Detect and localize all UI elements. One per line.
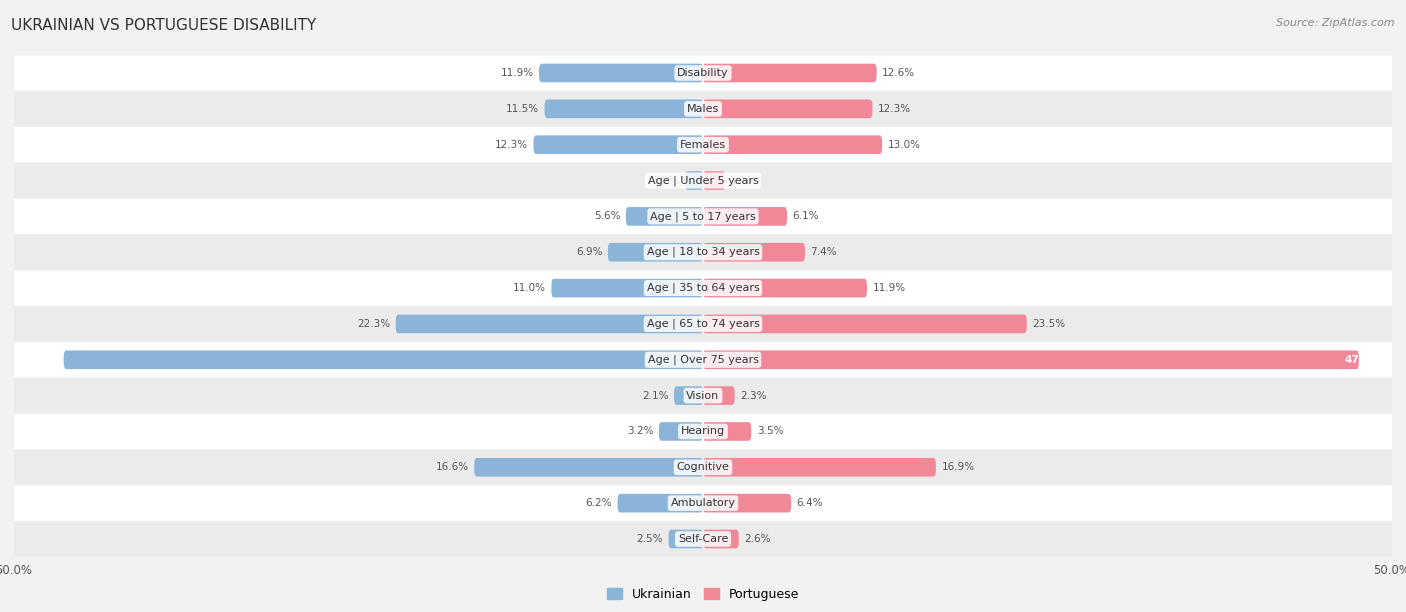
FancyBboxPatch shape xyxy=(703,278,868,297)
FancyBboxPatch shape xyxy=(669,529,703,548)
Text: Age | 65 to 74 years: Age | 65 to 74 years xyxy=(647,319,759,329)
FancyBboxPatch shape xyxy=(14,127,1392,162)
FancyBboxPatch shape xyxy=(703,135,882,154)
FancyBboxPatch shape xyxy=(14,342,1392,378)
Text: Females: Females xyxy=(681,140,725,150)
FancyBboxPatch shape xyxy=(395,315,703,334)
FancyBboxPatch shape xyxy=(626,207,703,226)
FancyBboxPatch shape xyxy=(544,100,703,118)
Text: 2.6%: 2.6% xyxy=(744,534,770,544)
FancyBboxPatch shape xyxy=(607,243,703,261)
Text: Age | 18 to 34 years: Age | 18 to 34 years xyxy=(647,247,759,258)
FancyBboxPatch shape xyxy=(14,307,1392,341)
Text: 11.9%: 11.9% xyxy=(873,283,905,293)
Text: Age | 5 to 17 years: Age | 5 to 17 years xyxy=(650,211,756,222)
Text: Males: Males xyxy=(688,104,718,114)
FancyBboxPatch shape xyxy=(617,494,703,512)
Text: 22.3%: 22.3% xyxy=(357,319,391,329)
Text: Disability: Disability xyxy=(678,68,728,78)
Text: 12.3%: 12.3% xyxy=(877,104,911,114)
Text: 2.1%: 2.1% xyxy=(643,390,669,401)
Text: 11.0%: 11.0% xyxy=(513,283,546,293)
Text: 47.6%: 47.6% xyxy=(1344,355,1381,365)
FancyBboxPatch shape xyxy=(14,271,1392,305)
FancyBboxPatch shape xyxy=(703,207,787,226)
FancyBboxPatch shape xyxy=(703,64,876,83)
FancyBboxPatch shape xyxy=(14,485,1392,521)
FancyBboxPatch shape xyxy=(538,64,703,83)
FancyBboxPatch shape xyxy=(474,458,703,477)
Text: 12.6%: 12.6% xyxy=(882,68,915,78)
FancyBboxPatch shape xyxy=(659,422,703,441)
FancyBboxPatch shape xyxy=(703,458,936,477)
Legend: Ukrainian, Portuguese: Ukrainian, Portuguese xyxy=(602,583,804,606)
Text: 5.6%: 5.6% xyxy=(593,211,620,222)
Text: Hearing: Hearing xyxy=(681,427,725,436)
Text: 2.3%: 2.3% xyxy=(740,390,766,401)
Text: 11.5%: 11.5% xyxy=(506,104,538,114)
Text: 2.5%: 2.5% xyxy=(637,534,664,544)
Text: 6.1%: 6.1% xyxy=(793,211,820,222)
FancyBboxPatch shape xyxy=(14,199,1392,234)
FancyBboxPatch shape xyxy=(703,529,738,548)
FancyBboxPatch shape xyxy=(533,135,703,154)
FancyBboxPatch shape xyxy=(685,171,703,190)
FancyBboxPatch shape xyxy=(703,422,751,441)
FancyBboxPatch shape xyxy=(63,351,703,369)
FancyBboxPatch shape xyxy=(14,56,1392,91)
Text: 12.3%: 12.3% xyxy=(495,140,529,150)
Text: 1.6%: 1.6% xyxy=(731,176,756,185)
FancyBboxPatch shape xyxy=(703,315,1026,334)
FancyBboxPatch shape xyxy=(703,494,792,512)
FancyBboxPatch shape xyxy=(703,100,873,118)
FancyBboxPatch shape xyxy=(14,234,1392,270)
Text: 11.9%: 11.9% xyxy=(501,68,533,78)
Text: Age | 35 to 64 years: Age | 35 to 64 years xyxy=(647,283,759,293)
FancyBboxPatch shape xyxy=(14,414,1392,449)
Text: Age | Under 5 years: Age | Under 5 years xyxy=(648,175,758,186)
Text: UKRAINIAN VS PORTUGUESE DISABILITY: UKRAINIAN VS PORTUGUESE DISABILITY xyxy=(11,18,316,34)
Text: Cognitive: Cognitive xyxy=(676,462,730,472)
Text: 16.6%: 16.6% xyxy=(436,462,468,472)
Text: Ambulatory: Ambulatory xyxy=(671,498,735,508)
Text: Source: ZipAtlas.com: Source: ZipAtlas.com xyxy=(1277,18,1395,28)
Text: 6.9%: 6.9% xyxy=(576,247,602,257)
FancyBboxPatch shape xyxy=(14,521,1392,556)
Text: 6.4%: 6.4% xyxy=(797,498,823,508)
Text: Vision: Vision xyxy=(686,390,720,401)
Text: 13.0%: 13.0% xyxy=(887,140,921,150)
Text: 7.4%: 7.4% xyxy=(810,247,837,257)
FancyBboxPatch shape xyxy=(673,386,703,405)
Text: 46.4%: 46.4% xyxy=(25,355,62,365)
FancyBboxPatch shape xyxy=(703,171,725,190)
FancyBboxPatch shape xyxy=(551,278,703,297)
Text: Self-Care: Self-Care xyxy=(678,534,728,544)
FancyBboxPatch shape xyxy=(14,163,1392,198)
FancyBboxPatch shape xyxy=(14,378,1392,413)
Text: 3.5%: 3.5% xyxy=(756,427,783,436)
Text: 16.9%: 16.9% xyxy=(942,462,974,472)
FancyBboxPatch shape xyxy=(14,450,1392,485)
FancyBboxPatch shape xyxy=(703,386,735,405)
Text: 3.2%: 3.2% xyxy=(627,427,654,436)
FancyBboxPatch shape xyxy=(703,351,1358,369)
Text: Age | Over 75 years: Age | Over 75 years xyxy=(648,354,758,365)
Text: 1.3%: 1.3% xyxy=(652,176,679,185)
FancyBboxPatch shape xyxy=(703,243,806,261)
Text: 6.2%: 6.2% xyxy=(585,498,612,508)
Text: 23.5%: 23.5% xyxy=(1032,319,1066,329)
FancyBboxPatch shape xyxy=(14,91,1392,127)
